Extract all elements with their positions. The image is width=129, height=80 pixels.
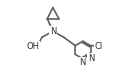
Text: N: N [88, 54, 94, 62]
Text: N: N [50, 27, 56, 36]
Text: Cl: Cl [95, 42, 103, 50]
Text: N: N [79, 58, 86, 67]
Text: OH: OH [27, 42, 40, 51]
